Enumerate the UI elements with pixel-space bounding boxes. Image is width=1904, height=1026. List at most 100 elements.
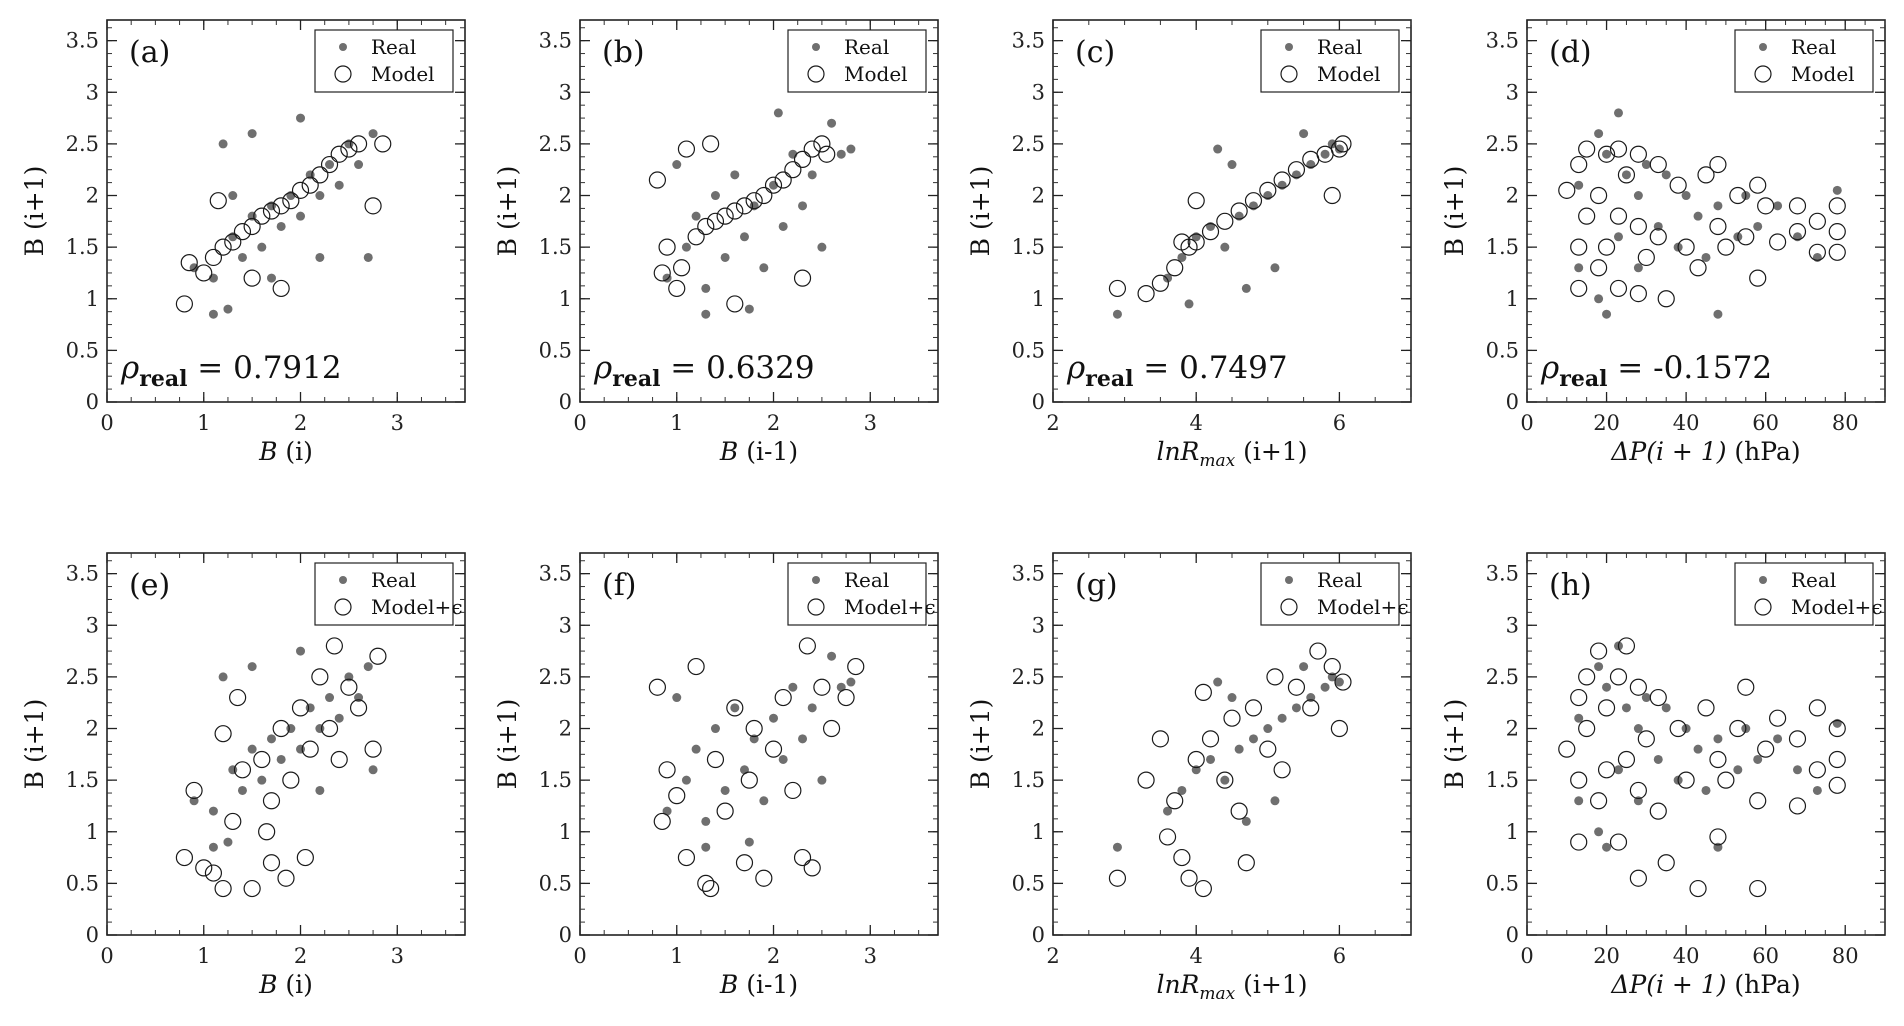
real-point <box>247 744 257 754</box>
y-tick-label: 1.5 <box>1486 768 1519 792</box>
model-point <box>653 812 671 831</box>
model-point <box>1737 678 1755 696</box>
model-point <box>672 259 691 277</box>
real-point <box>1213 677 1223 687</box>
model-point <box>1151 274 1170 292</box>
real-point <box>1213 144 1223 154</box>
real-point <box>296 744 306 754</box>
model-point <box>793 150 812 168</box>
chart-panel: 0 20 40 60 80 0 0.5 1 1.5 2 2.5 3 3.5 (d) Real Model ρre… <box>1440 19 1886 466</box>
rho-symbol: ρ <box>1066 350 1085 386</box>
y-tick-label: 3.5 <box>1012 29 1045 53</box>
real-point <box>368 129 378 139</box>
model-point <box>784 781 802 800</box>
y-tick-label: 0.5 <box>539 871 572 895</box>
y-tick-label: 1 <box>1032 820 1045 844</box>
panel-label: (e) <box>129 568 170 603</box>
model-point <box>658 761 676 779</box>
model-point <box>1216 771 1234 789</box>
y-tick-label: 1 <box>559 820 572 844</box>
y-tick-label: 0.5 <box>1486 871 1519 895</box>
real-point <box>1574 263 1584 273</box>
real-point <box>228 765 238 775</box>
model-point <box>272 279 290 298</box>
legend-model-marker <box>807 598 825 616</box>
real-point <box>1270 796 1280 806</box>
model-point <box>1629 781 1647 800</box>
real-point <box>1574 796 1584 806</box>
rho-value: = 0.6329 <box>660 350 814 386</box>
real-point <box>1241 816 1251 826</box>
real-point <box>773 108 783 118</box>
model-point <box>1558 181 1576 199</box>
y-tick-label: 3 <box>559 613 572 637</box>
model-point <box>803 140 821 158</box>
real-point <box>710 191 720 201</box>
real-point <box>1792 765 1802 775</box>
model-point <box>204 864 223 882</box>
model-point <box>1108 279 1127 298</box>
y-tick-label: 0.5 <box>66 338 99 362</box>
real-point <box>1574 180 1584 190</box>
legend-box <box>314 29 454 93</box>
model-point <box>1158 828 1177 846</box>
y-tick-label: 2 <box>1032 717 1045 741</box>
legend-label-model: Model+ϵ <box>1791 595 1883 619</box>
panel-label: (g) <box>1075 568 1118 603</box>
model-point <box>1808 212 1826 230</box>
model-point <box>1230 802 1248 820</box>
x-tick-label: 0 <box>100 411 113 435</box>
real-point <box>1602 149 1612 159</box>
chart-panel: 0 1 2 3 0 0.5 1 1.5 2 2.5 3 3.5 (f) Real Model+ϵ B (i-1… <box>493 552 939 999</box>
real-point <box>817 775 827 785</box>
chart-panel: 0 20 40 60 80 0 0.5 1 1.5 2 2.5 3 3.5 (h) Real Model+ϵ Δ… <box>1440 552 1886 999</box>
model-point <box>258 823 276 841</box>
y-axis-label: B (i+1) <box>1440 166 1469 257</box>
y-tick-label: 3 <box>1506 80 1519 104</box>
model-point <box>291 699 310 717</box>
real-point <box>672 693 682 703</box>
model-point <box>262 202 281 220</box>
y-tick-label: 2.5 <box>539 132 572 156</box>
model-point <box>1629 145 1647 163</box>
y-tick-label: 2.5 <box>66 132 99 156</box>
model-point <box>1617 637 1636 655</box>
model-point <box>735 197 754 215</box>
y-tick-label: 3.5 <box>539 29 572 53</box>
data-points <box>1558 108 1846 319</box>
model-point <box>272 197 290 215</box>
y-tick-label: 3 <box>1032 80 1045 104</box>
y-tick-label: 1.5 <box>66 768 99 792</box>
model-point <box>233 761 252 779</box>
real-point <box>701 283 711 293</box>
model-point <box>209 192 227 210</box>
model-point <box>349 699 368 717</box>
model-point <box>1334 673 1352 691</box>
model-point <box>702 879 720 898</box>
model-point <box>1788 223 1807 241</box>
model-point <box>1570 238 1588 256</box>
chart-panel: 2 4 6 0 0.5 1 1.5 2 2.5 3 3.5 (g) Real Model+ϵ lnRmax … <box>966 552 1412 1004</box>
model-point <box>1808 761 1826 779</box>
model-point <box>1629 678 1647 696</box>
data-points <box>648 108 856 319</box>
y-tick-label: 3.5 <box>1486 29 1519 53</box>
x-axis-label: lnRmax (i+1) <box>1156 970 1307 1004</box>
real-point <box>1334 677 1344 687</box>
model-point <box>1166 792 1184 810</box>
model-point <box>1578 207 1596 225</box>
x-axis-label-sub: max <box>1199 451 1235 471</box>
model-point <box>1649 688 1667 707</box>
data-points <box>175 637 387 898</box>
y-tick-label: 2.5 <box>1486 132 1519 156</box>
model-point <box>1187 192 1205 210</box>
model-point <box>1609 833 1628 851</box>
real-point <box>701 816 711 826</box>
real-point <box>778 221 788 231</box>
real-point <box>1594 662 1604 672</box>
model-point <box>311 166 329 184</box>
x-tick-label: 3 <box>864 944 877 968</box>
model-point <box>1558 740 1576 758</box>
model-point <box>1578 719 1596 738</box>
real-point <box>1661 170 1671 180</box>
